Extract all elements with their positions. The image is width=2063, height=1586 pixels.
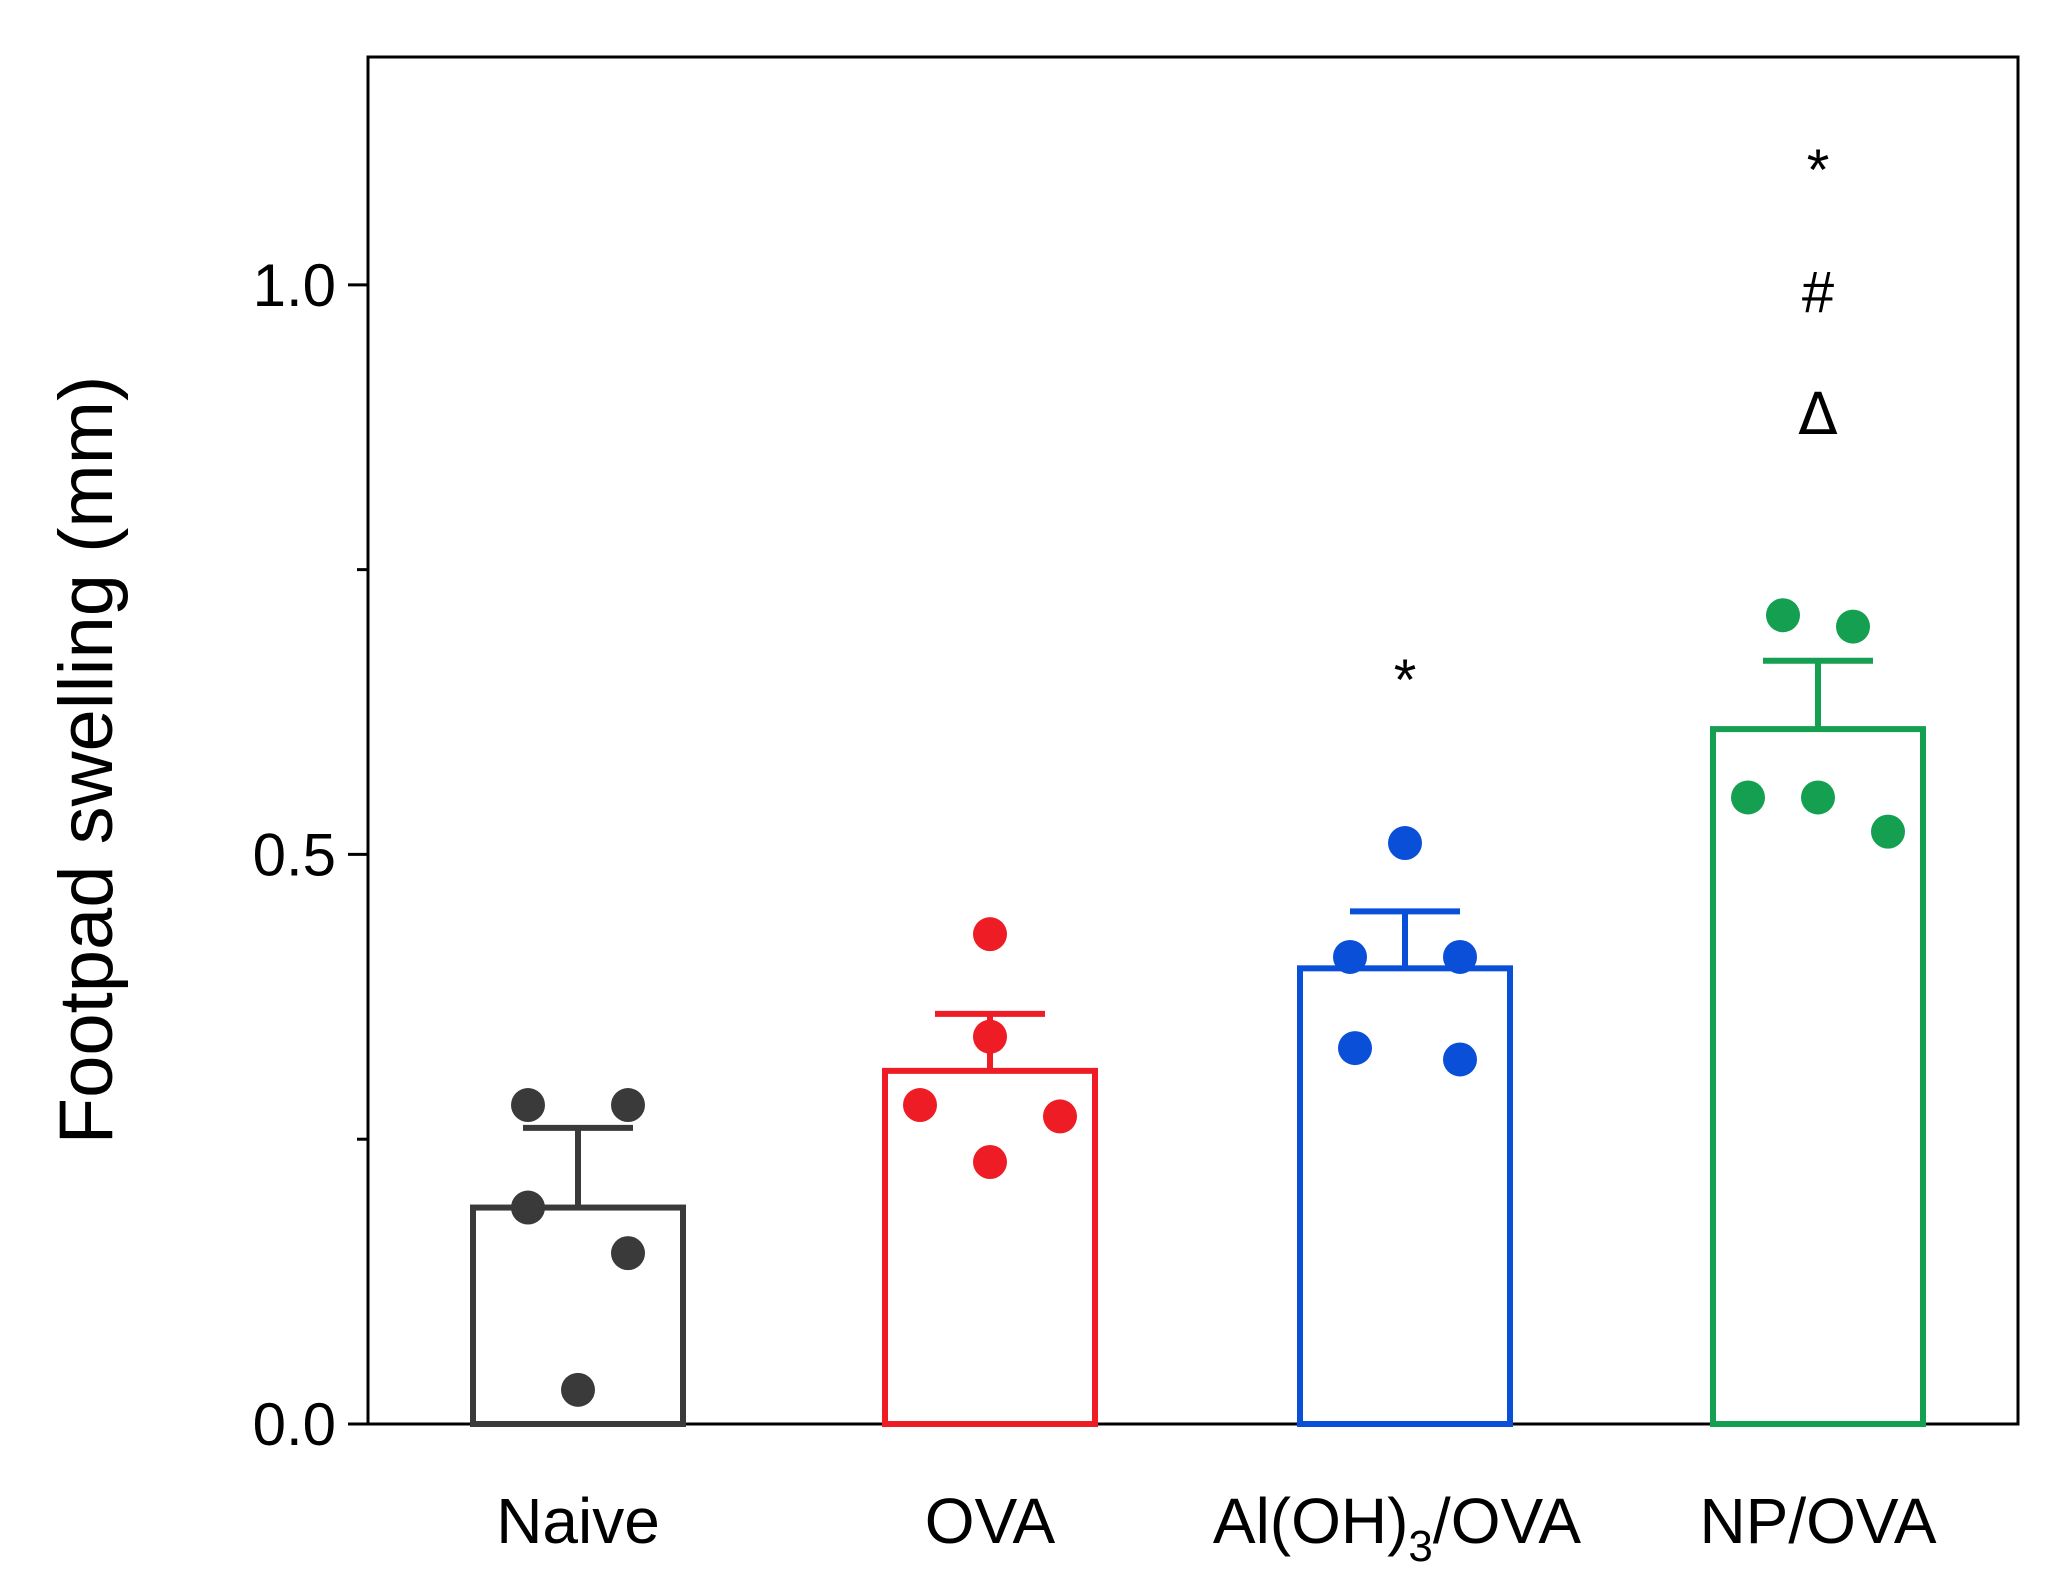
- data-point: [1731, 780, 1765, 815]
- data-point: [1443, 939, 1477, 974]
- category-label-suffix: /OVA: [1433, 1485, 1582, 1557]
- y-tick-label: 1.0: [253, 252, 336, 319]
- bar: [1297, 965, 1513, 1427]
- data-point: [973, 1144, 1007, 1179]
- y-axis-title: Footpad swelling (mm): [44, 376, 129, 1145]
- category-label-main: Al(OH): [1213, 1485, 1409, 1557]
- data-point: [1338, 1031, 1372, 1066]
- category-label-main: OVA: [925, 1485, 1056, 1557]
- x-category-label: Al(OH)3/OVA: [1213, 1485, 1582, 1571]
- data-point: [1333, 939, 1367, 974]
- data-point: [1766, 598, 1800, 633]
- data-point: [611, 1088, 645, 1123]
- data-point: [1836, 609, 1870, 644]
- category-label-main: Naive: [496, 1485, 660, 1557]
- x-category-label: Naive: [496, 1485, 660, 1557]
- plot-frame: [366, 55, 2020, 1426]
- data-point: [511, 1190, 545, 1225]
- significance-mark: *: [1394, 648, 1417, 713]
- significance-mark: Δ: [1798, 380, 1838, 448]
- x-axis-labels: Naive OVA Al(OH)3/OVA NP/OVA: [496, 1485, 1937, 1571]
- data-point: [1443, 1042, 1477, 1077]
- significance-mark: *: [1807, 138, 1830, 203]
- category-label-main: NP/OVA: [1699, 1485, 1936, 1557]
- category-label-subscript: 3: [1408, 1522, 1432, 1571]
- data-point: [511, 1088, 545, 1123]
- bar-group: [882, 917, 1098, 1427]
- data-point: [903, 1088, 937, 1123]
- bar-group: [470, 1088, 686, 1428]
- y-tick-label: 0.5: [253, 821, 336, 888]
- bar-group: [1710, 598, 1926, 1427]
- significance-mark: #: [1802, 260, 1834, 325]
- data-point: [973, 917, 1007, 952]
- x-category-label: OVA: [925, 1485, 1056, 1557]
- data-point: [973, 1019, 1007, 1054]
- y-tick-label: 0.0: [253, 1391, 336, 1458]
- data-point: [1801, 780, 1835, 815]
- bars: [470, 598, 1926, 1428]
- x-category-label: NP/OVA: [1699, 1485, 1936, 1557]
- data-point: [1043, 1099, 1077, 1134]
- bar-group: [1297, 826, 1513, 1427]
- data-point: [611, 1236, 645, 1271]
- significance-annotations: * * # Δ: [1394, 138, 1838, 713]
- data-point: [561, 1372, 595, 1407]
- y-axis: 0.0 0.5 1.0: [253, 252, 368, 1458]
- data-point: [1388, 826, 1422, 861]
- data-point: [1871, 814, 1905, 849]
